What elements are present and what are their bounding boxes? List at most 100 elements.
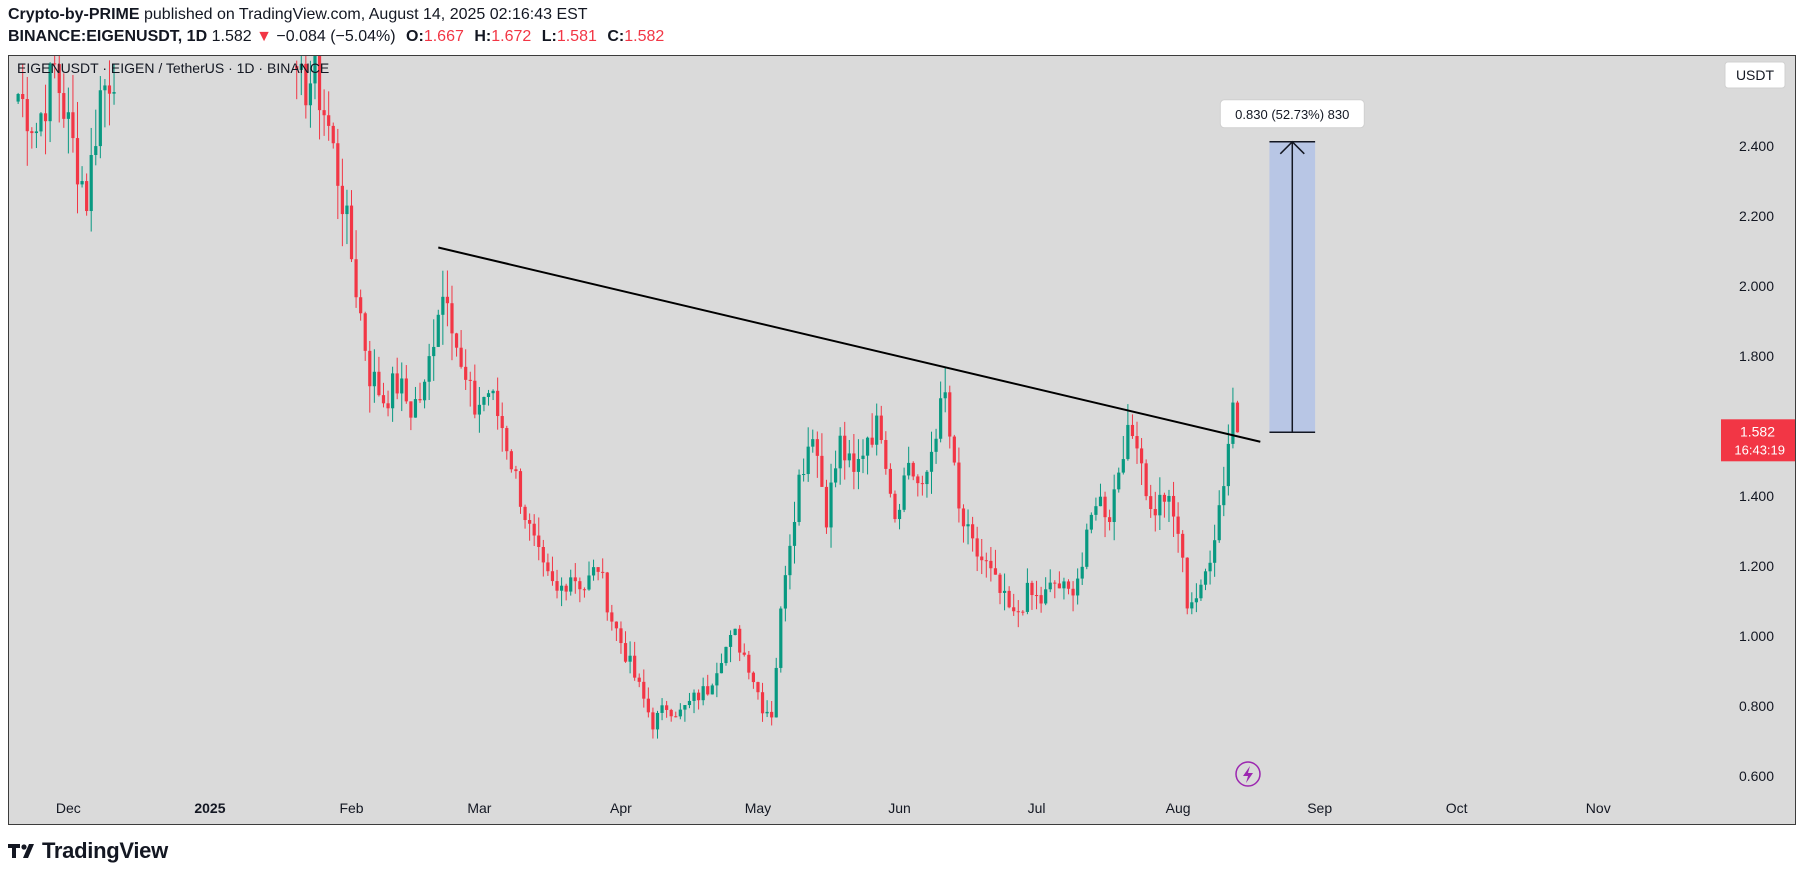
candle-body (1217, 505, 1221, 541)
candle-body (943, 392, 947, 399)
y-tick-label: 2.200 (1739, 208, 1774, 224)
lightning-icon-ring (1235, 761, 1261, 787)
candle-body (655, 712, 660, 730)
candle-body (1126, 424, 1130, 460)
candle-body (1226, 443, 1230, 487)
candle-body (1076, 578, 1080, 596)
price-chart[interactable]: 0.830 (52.73%) 830 EIGENUSDT · EIGEN / Te… (9, 56, 1795, 824)
candle-body (80, 181, 84, 185)
candle (591, 559, 596, 581)
candle-body (1231, 402, 1235, 444)
candle-body (843, 435, 847, 461)
candle-body (1085, 529, 1089, 567)
candle-body (1162, 494, 1167, 502)
candle (349, 190, 354, 263)
candle-body (879, 415, 883, 441)
candle (902, 467, 906, 513)
candle-body (345, 205, 349, 215)
candle-body (884, 440, 888, 469)
candle (943, 367, 947, 413)
candle (811, 429, 815, 453)
candle (1226, 424, 1230, 496)
y-tick-label: 0.600 (1739, 768, 1774, 784)
candle (971, 516, 975, 552)
candle (1231, 387, 1235, 449)
tradingview-logo[interactable]: TradingView (8, 838, 168, 864)
candle-body (1080, 566, 1084, 579)
candle (861, 439, 865, 474)
candle-body (738, 628, 742, 653)
candle-body (1025, 582, 1030, 612)
candle (783, 565, 787, 622)
author-name[interactable]: Crypto-by-PRIME (8, 6, 140, 23)
candle (1213, 524, 1217, 577)
candle (724, 646, 728, 666)
candle (537, 517, 541, 561)
symbol-label: BINANCE:EIGENUSDT, 1D (8, 28, 208, 45)
candle-body (299, 63, 303, 70)
candle (1153, 491, 1157, 532)
candle-body (642, 681, 646, 699)
candle-body (363, 313, 367, 351)
candle-body (1103, 496, 1107, 518)
candle (948, 385, 952, 449)
candle-body (295, 66, 299, 70)
candle (432, 319, 436, 381)
candle-body (669, 709, 673, 717)
candle-body (934, 438, 938, 452)
candle (660, 698, 664, 721)
candle-body (16, 94, 20, 102)
candle (1176, 502, 1180, 553)
candle (340, 158, 344, 247)
open-value: 1.667 (423, 28, 464, 45)
candle-body (747, 654, 751, 673)
candle-body (528, 520, 532, 524)
candle (747, 651, 751, 680)
candle (879, 405, 883, 444)
candle (368, 340, 372, 413)
candle (802, 458, 806, 482)
candle (391, 366, 395, 422)
candle (742, 643, 746, 657)
candle (94, 109, 98, 166)
candle (53, 56, 57, 79)
candle-body (847, 453, 851, 461)
candle (57, 56, 61, 123)
candle (359, 289, 363, 321)
candle-body (1190, 602, 1194, 609)
candle (797, 469, 801, 526)
candle (445, 270, 450, 327)
candle (500, 402, 504, 452)
candle (984, 552, 988, 578)
x-tick-label: Oct (1446, 800, 1468, 816)
candle (669, 708, 673, 722)
candle-body (112, 92, 116, 94)
candle-body (391, 373, 395, 409)
candle (683, 704, 687, 722)
candle (980, 539, 984, 575)
candle-body (327, 115, 331, 126)
y-tick-label: 1.200 (1739, 558, 1774, 574)
publish-info: published on TradingView.com, August 14,… (139, 6, 588, 23)
candle (441, 270, 445, 345)
candle (573, 563, 577, 594)
candle-body (1203, 571, 1208, 585)
candle-body (468, 379, 472, 381)
candle (1117, 467, 1121, 493)
candle-body (85, 181, 89, 212)
candle-body (340, 185, 344, 215)
candle-body (984, 560, 988, 562)
candle (578, 577, 582, 603)
candle-body (788, 545, 792, 576)
candle-body (687, 700, 692, 706)
candle (313, 56, 317, 100)
candle (336, 128, 340, 220)
candle-body (1121, 459, 1125, 473)
candle-body (678, 709, 682, 717)
candle (1203, 568, 1208, 591)
candle (701, 677, 705, 706)
candle-body (1030, 582, 1034, 596)
y-tick-label: 1.800 (1739, 348, 1774, 364)
candle-body (39, 113, 43, 132)
candle (477, 387, 481, 433)
